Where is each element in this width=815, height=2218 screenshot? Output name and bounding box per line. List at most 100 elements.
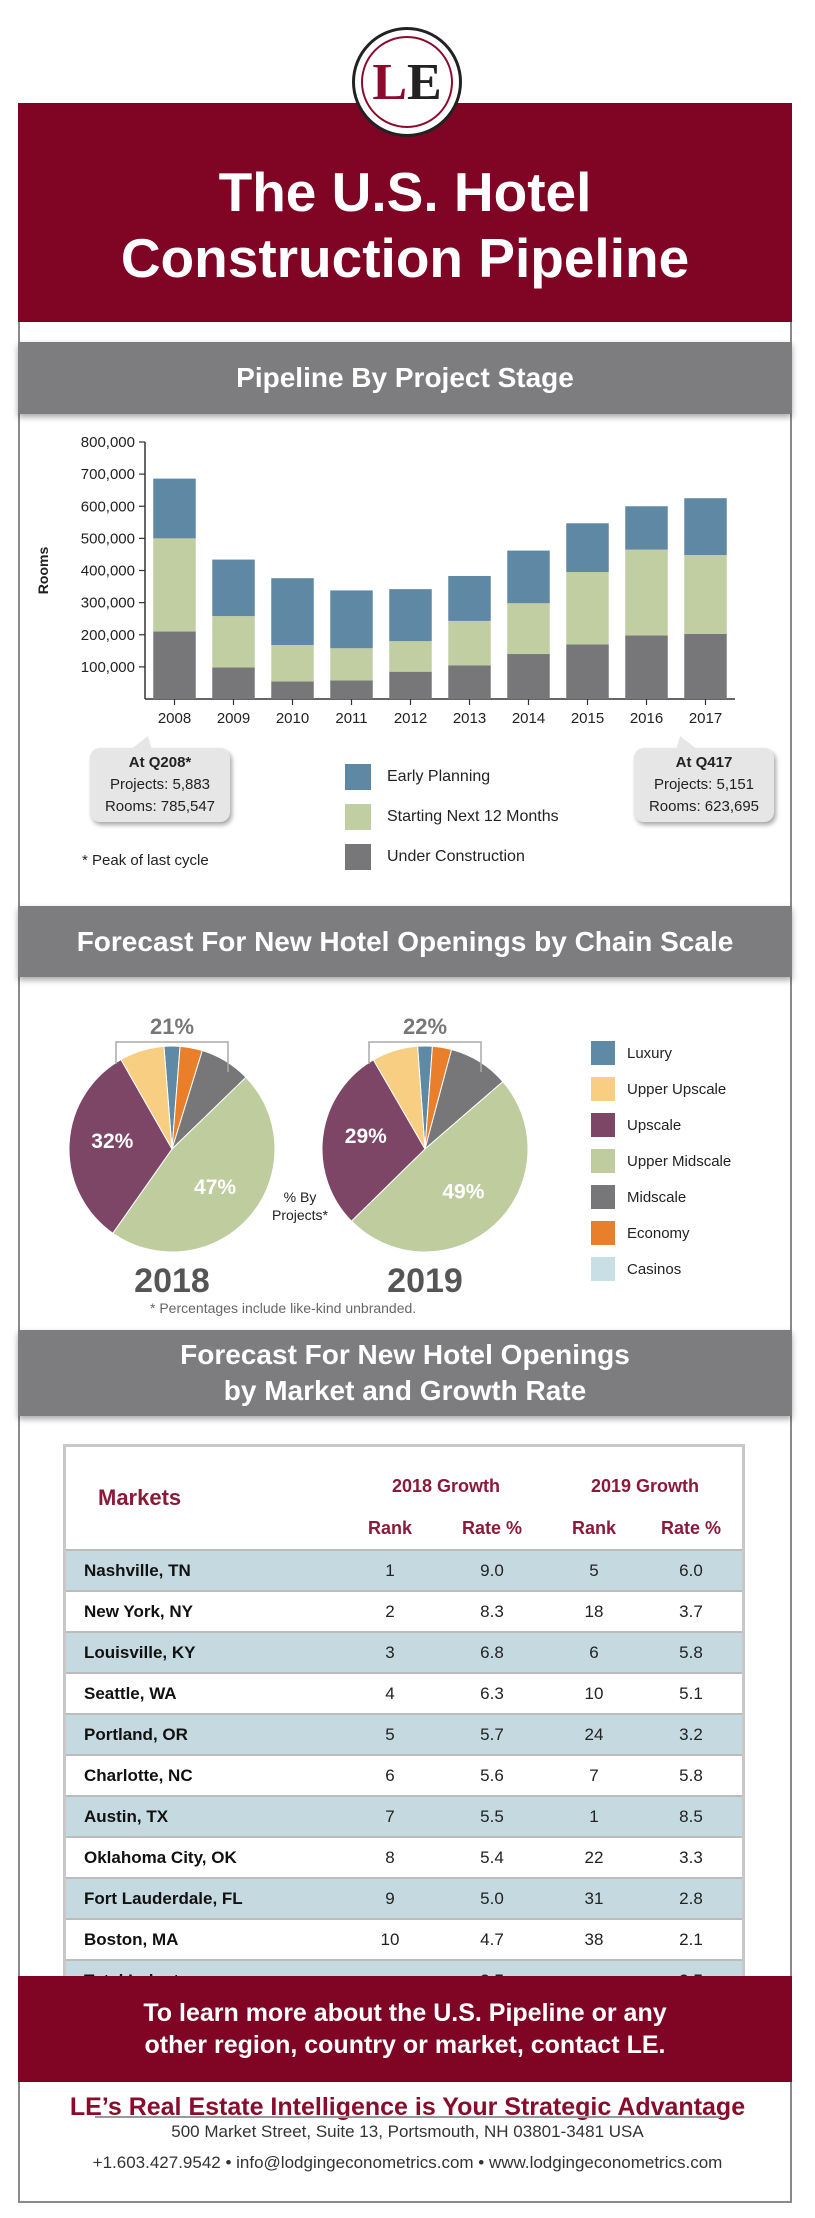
bar-early-planning — [153, 478, 196, 539]
legend-label: Under Construction — [387, 848, 525, 865]
bar-under-construction — [448, 665, 491, 699]
rate-2018-cell: 6.8 — [436, 1631, 548, 1673]
rate-2019-cell: 5.8 — [640, 1631, 742, 1673]
legend-swatch — [591, 1041, 615, 1065]
rank-2019-cell: 24 — [548, 1713, 640, 1755]
stage-legend: Early Planning Starting Next 12 Months U… — [345, 757, 559, 877]
x-tick-label: 2013 — [453, 710, 486, 727]
chain-scale-pies: % By Projects* 21% 32% 47% 2018 22% 29% 49% 201… — [68, 1014, 529, 1300]
rank-2018-cell: 1 — [344, 1549, 436, 1591]
rank-2018-cell: 6 — [344, 1754, 436, 1796]
pie-year-label: 2018 — [134, 1262, 210, 1300]
pie-slice-upscale — [68, 1058, 173, 1234]
y-tick-label: 400,000 — [81, 563, 135, 580]
bar-early-planning — [507, 550, 550, 604]
section-title-markets: Forecast For New Hotel Openings by Marke… — [18, 1330, 792, 1416]
market-cell: Fort Lauderdale, FL — [66, 1877, 344, 1919]
legend-label: Upscale — [627, 1116, 682, 1134]
rank-2018-cell: 3 — [344, 1631, 436, 1673]
rank-2018-header: Rank — [367, 1518, 412, 1538]
y-tick-label: 200,000 — [81, 627, 135, 644]
rate-2018-cell: 8.3 — [436, 1590, 548, 1632]
rate-2019-cell: 6.0 — [640, 1549, 742, 1591]
table-row: Louisville, KY 3 6.8 6 5.8 — [66, 1631, 742, 1673]
bar-starting-next-12-months — [625, 549, 668, 636]
legend-label: Luxury — [627, 1044, 673, 1062]
callout-q417: At Q417 Projects: 5,151 Rooms: 623,695 — [634, 748, 774, 822]
rate-2019-cell: 5.1 — [640, 1672, 742, 1714]
section-title-pipeline: Pipeline By Project Stage — [18, 342, 792, 414]
x-tick-label: 2012 — [394, 710, 427, 727]
rank-2018-cell: 8 — [344, 1836, 436, 1878]
markets-header: Markets — [98, 1485, 182, 1510]
legend-label: Economy — [627, 1224, 690, 1242]
callout-pointers — [130, 736, 698, 750]
callout-q208-rooms: Rooms: 785,547 — [104, 798, 216, 815]
legend-item-economy: Economy — [591, 1215, 731, 1251]
bar-early-planning — [212, 559, 255, 617]
market-cell: Nashville, TN — [66, 1549, 344, 1591]
rate-2019-cell: 5.8 — [640, 1754, 742, 1796]
y-tick-label: 600,000 — [81, 498, 135, 515]
rate-2019-header: Rate % — [660, 1518, 722, 1538]
bar-starting-next-12-months — [684, 555, 727, 634]
legend-label: Midscale — [627, 1188, 687, 1206]
rank-2019-cell: 10 — [548, 1672, 640, 1714]
rank-2018-cell: 9 — [344, 1877, 436, 1919]
bar-early-planning — [330, 590, 373, 649]
bar-starting-next-12-months — [448, 620, 491, 666]
legend-item-midscale: Midscale — [591, 1179, 731, 1215]
rank-2019-cell: 38 — [548, 1918, 640, 1960]
y-axis-label: Rooms — [35, 547, 51, 595]
legend-label: Upper Upscale — [627, 1080, 727, 1098]
pie-label-upper-midscale: 49% — [442, 1181, 484, 1204]
cta-line-2: other region, country or market, contact… — [144, 2031, 666, 2059]
pie-bracket-label: 22% — [403, 1014, 447, 1039]
market-cell: Portland, OR — [66, 1713, 344, 1755]
bar-early-planning — [448, 575, 491, 621]
bar-starting-next-12-months — [153, 538, 196, 632]
rate-2019-cell: 3.3 — [640, 1836, 742, 1878]
table-row: Boston, MA 10 4.7 38 2.1 — [66, 1918, 742, 1960]
legend-swatch — [345, 764, 371, 790]
x-tick-label: 2016 — [630, 710, 663, 727]
title-line-2: Construction Pipeline — [120, 226, 690, 289]
legend-label: Upper Midscale — [627, 1152, 732, 1170]
rank-2019-header: Rank — [571, 1518, 616, 1538]
callout-q417-rooms: Rooms: 623,695 — [648, 798, 760, 815]
legend-item-upper-upscale: Upper Upscale — [591, 1071, 731, 1107]
table-row: Austin, TX 7 5.5 1 8.5 — [66, 1795, 742, 1837]
table-row: Fort Lauderdale, FL 9 5.0 31 2.8 — [66, 1877, 742, 1919]
x-tick-label: 2017 — [689, 710, 722, 727]
pie-slice-upper-upscale — [120, 1045, 173, 1150]
markets-title-line-1: Forecast For New Hotel Openings — [180, 1339, 630, 1370]
bar-early-planning — [389, 589, 432, 642]
footer-divider — [95, 2116, 720, 2118]
section-title-chain-scale: Forecast For New Hotel Openings by Chain… — [18, 906, 792, 977]
market-cell: Louisville, KY — [66, 1631, 344, 1673]
pie-slice-upper-midscale — [350, 1080, 529, 1253]
legend-item-luxury: Luxury — [591, 1035, 731, 1071]
bar-early-planning — [566, 523, 609, 573]
rank-2019-cell: 5 — [548, 1549, 640, 1591]
title-line-1: The U.S. Hotel — [218, 160, 592, 223]
pipeline-bar-chart: 800,000 700,000 600,000 500,000 400,000 300,0… — [35, 434, 735, 727]
y-tick-label: 800,000 — [81, 434, 135, 451]
rate-2018-cell: 9.0 — [436, 1549, 548, 1591]
pie-slice-upscale — [321, 1059, 426, 1222]
callout-q208-title: At Q208* — [128, 754, 192, 771]
table-row: Portland, OR 5 5.7 24 3.2 — [66, 1713, 742, 1755]
rank-2019-cell: 18 — [548, 1590, 640, 1632]
market-cell: Charlotte, NC — [66, 1754, 344, 1796]
pie-bracket-label: 21% — [150, 1014, 194, 1039]
legend-item-starting: Starting Next 12 Months — [345, 797, 559, 837]
x-tick-label: 2008 — [158, 710, 191, 727]
peak-note: * Peak of last cycle — [82, 852, 209, 869]
pie-year-label: 2019 — [387, 1262, 463, 1300]
rate-2018-header: Rate % — [461, 1518, 523, 1538]
legend-label: Casinos — [627, 1260, 682, 1278]
title-banner: The U.S. Hotel Construction Pipeline — [18, 103, 792, 322]
legend-item-under-construction: Under Construction — [345, 837, 559, 877]
